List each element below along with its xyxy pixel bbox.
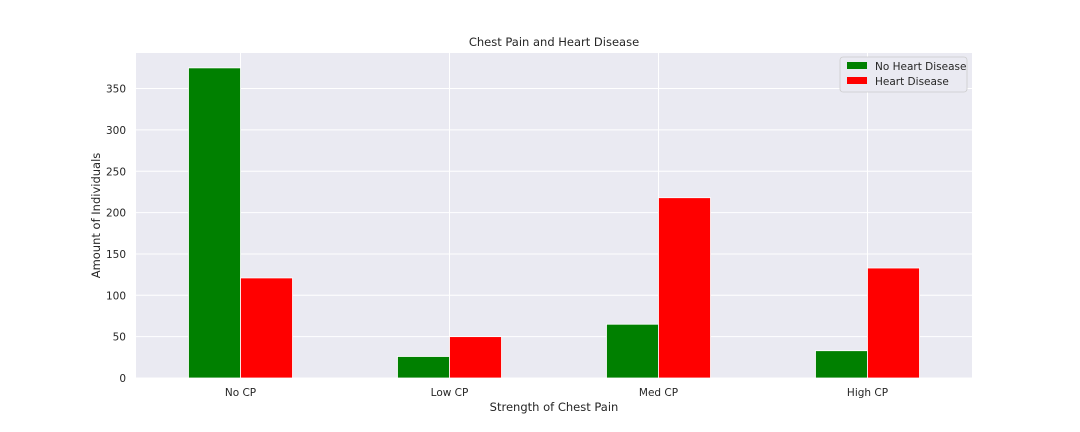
- bar-no-heart-disease-1: [397, 356, 450, 379]
- y-axis: 0 50 100 150 200 250 300 350: [106, 84, 126, 385]
- bar-no-heart-disease-3: [815, 350, 868, 379]
- bar-heart-disease-2: [658, 197, 711, 379]
- bars: [188, 67, 920, 379]
- y-tick-label: 350: [106, 84, 126, 96]
- y-tick-label: 50: [113, 332, 126, 344]
- legend-swatch-heart-disease: [847, 77, 867, 84]
- bar-heart-disease-3: [867, 267, 920, 379]
- legend-label-heart-disease: Heart Disease: [875, 76, 949, 88]
- legend-label-no-heart-disease: No Heart Disease: [875, 61, 966, 73]
- x-tick-label: High CP: [847, 387, 888, 399]
- y-tick-label: 150: [106, 249, 126, 261]
- y-tick-label: 250: [106, 166, 126, 178]
- legend: No Heart Disease Heart Disease: [839, 56, 968, 93]
- bar-no-heart-disease-2: [606, 323, 659, 379]
- x-tick-label: No CP: [225, 387, 256, 399]
- x-axis: No CP Low CP Med CP High CP: [225, 387, 888, 399]
- y-tick-label: 300: [106, 125, 126, 137]
- bar-heart-disease-0: [240, 277, 293, 379]
- bar-heart-disease-1: [449, 336, 502, 379]
- x-tick-label: Med CP: [639, 387, 678, 399]
- chart-title: Chest Pain and Heart Disease: [469, 35, 639, 49]
- y-tick-label: 100: [106, 290, 126, 302]
- bar-no-heart-disease-0: [188, 67, 241, 379]
- x-tick-label: Low CP: [431, 387, 469, 399]
- legend-swatch-no-heart-disease: [847, 62, 867, 69]
- y-tick-label: 0: [119, 373, 126, 385]
- x-axis-label: Strength of Chest Pain: [490, 400, 619, 414]
- y-tick-label: 200: [106, 208, 126, 220]
- y-axis-label: Amount of Individuals: [89, 153, 103, 279]
- legend-box: [839, 56, 968, 93]
